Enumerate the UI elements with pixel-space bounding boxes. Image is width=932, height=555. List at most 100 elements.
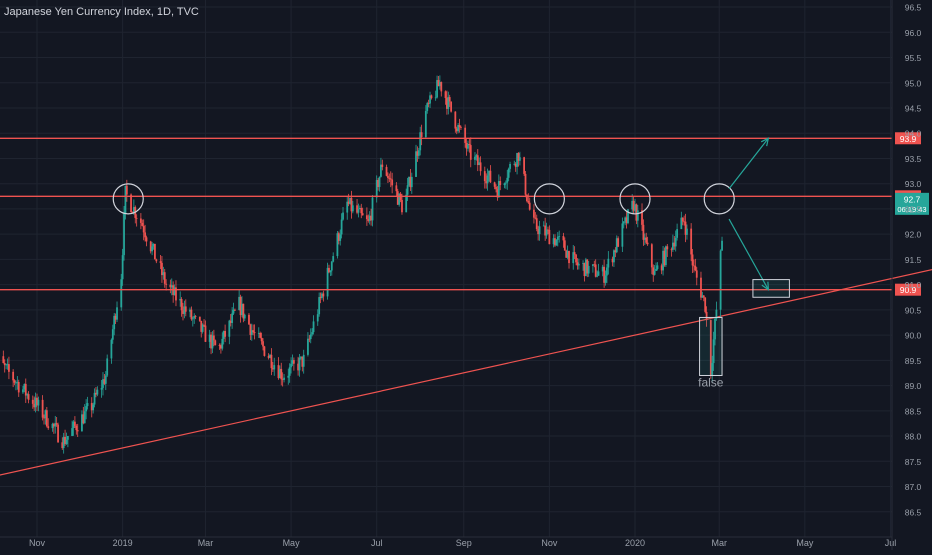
candle-body xyxy=(232,309,235,314)
candle-body xyxy=(307,338,309,355)
candle-body xyxy=(277,365,280,379)
y-tick-label: 92.0 xyxy=(905,230,922,240)
y-tick-label: 87.5 xyxy=(905,457,922,467)
candle-body xyxy=(297,363,299,371)
candle-body xyxy=(700,277,702,298)
candle-body xyxy=(95,392,97,395)
candle-body xyxy=(347,201,350,204)
candle-body xyxy=(565,250,568,258)
candle-body xyxy=(173,287,176,296)
candle-body xyxy=(552,238,555,245)
candle-body xyxy=(485,181,488,184)
candle-body xyxy=(396,191,399,205)
candle-body xyxy=(241,303,243,316)
candle-body xyxy=(643,237,646,240)
candle-body xyxy=(426,103,429,111)
candle-body xyxy=(318,297,321,315)
candle-body xyxy=(204,325,207,342)
y-tick-label: 92.5 xyxy=(905,204,922,214)
candle-body xyxy=(2,356,5,364)
candle-body xyxy=(415,151,417,177)
candle-body xyxy=(534,217,537,219)
candle-body xyxy=(337,233,340,241)
candle-body xyxy=(489,170,492,183)
candle-body xyxy=(103,379,106,384)
candle-body xyxy=(350,197,353,212)
candle-body xyxy=(686,228,688,235)
candle-body xyxy=(193,315,196,319)
candle-body xyxy=(322,293,325,297)
candle-body xyxy=(239,296,242,316)
candle-body xyxy=(454,111,457,129)
candle-body xyxy=(370,215,372,221)
y-tick-label: 90.0 xyxy=(905,331,922,341)
candle-body xyxy=(180,299,183,311)
candle-body xyxy=(641,210,643,225)
candle-body xyxy=(280,368,283,380)
candle-body xyxy=(410,176,413,188)
candle-body xyxy=(417,150,420,156)
candle-body xyxy=(554,238,556,246)
candle-body xyxy=(381,164,384,167)
candle-body xyxy=(302,354,305,367)
candle-body xyxy=(424,110,427,138)
candle-body xyxy=(257,333,260,334)
candle-body xyxy=(3,363,6,366)
candle-body xyxy=(664,246,667,266)
candle-body xyxy=(478,162,481,166)
y-tick-label: 94.0 xyxy=(905,129,922,139)
candle-body xyxy=(54,423,57,427)
candle-body xyxy=(75,425,78,431)
candle-body xyxy=(184,306,187,312)
last-price-tag xyxy=(895,192,929,215)
chart-title: Japanese Yen Currency Index, 1D, TVC xyxy=(4,6,199,18)
candle-body xyxy=(535,218,538,229)
y-tick-label: 88.0 xyxy=(905,432,922,442)
candle-body xyxy=(249,324,252,335)
candle-body xyxy=(558,236,561,237)
y-tick-label: 89.0 xyxy=(905,381,922,391)
y-tick-label: 90.5 xyxy=(905,305,922,315)
candle-body xyxy=(594,264,597,277)
candle-body xyxy=(65,439,68,444)
candle-body xyxy=(47,426,50,429)
candle-body xyxy=(116,307,118,320)
candle-body xyxy=(228,320,231,337)
candle-body xyxy=(455,128,458,132)
candle-body xyxy=(368,215,371,221)
candle-body xyxy=(681,217,684,222)
candle-body xyxy=(12,371,15,381)
candle-body xyxy=(721,240,723,251)
candle-body xyxy=(208,334,211,342)
x-tick-label: Mar xyxy=(711,538,727,548)
marker-circle xyxy=(112,183,144,215)
candle-body xyxy=(614,250,617,253)
candle-body xyxy=(151,246,154,252)
candle-body xyxy=(125,185,128,195)
candle-body xyxy=(61,442,64,449)
candle-body xyxy=(409,176,412,188)
candle-body xyxy=(438,82,441,87)
x-tick-label: Jul xyxy=(885,538,897,548)
candle-body xyxy=(263,346,266,356)
candle-body xyxy=(214,340,217,346)
candle-body xyxy=(170,285,173,288)
y-tick-label: 93.0 xyxy=(905,179,922,189)
candle-body xyxy=(524,173,527,195)
candle-body xyxy=(252,330,255,333)
candle-body xyxy=(514,163,517,167)
candle-body xyxy=(672,242,674,250)
y-tick-label: 86.5 xyxy=(905,507,922,517)
candle-body xyxy=(301,356,304,367)
candle-body xyxy=(298,357,301,371)
candle-body xyxy=(523,157,526,174)
candle-body xyxy=(483,171,486,182)
candle-body xyxy=(488,170,490,176)
candle-body xyxy=(31,399,34,404)
candle-body xyxy=(568,250,570,264)
candle-body xyxy=(243,314,246,319)
candle-body xyxy=(194,315,197,317)
candle-body xyxy=(219,345,222,349)
